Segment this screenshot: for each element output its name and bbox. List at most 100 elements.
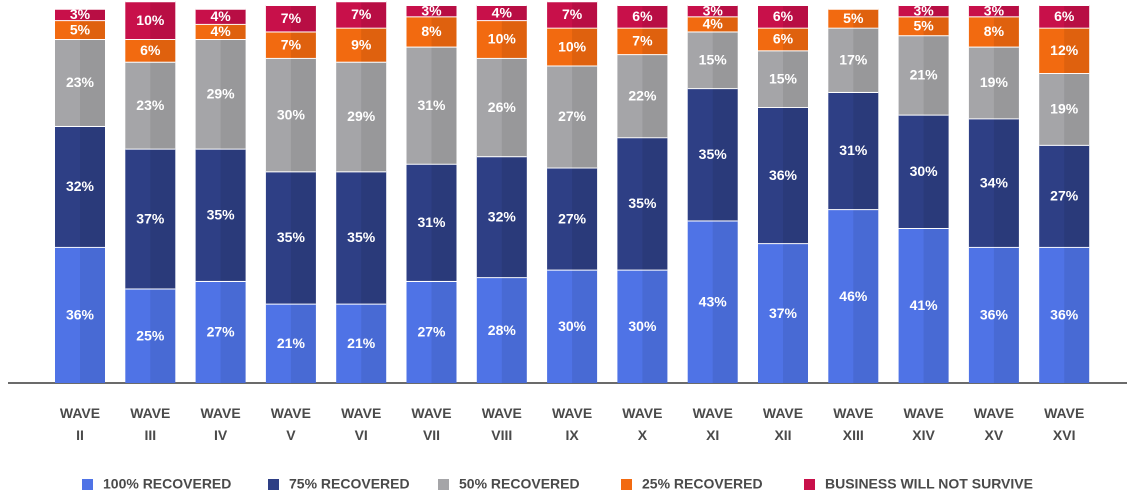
x-tick-label-line: IX [565, 427, 579, 443]
bar-segment [476, 20, 527, 58]
bar-shade [712, 88, 738, 221]
segment-label: 10% [488, 31, 517, 47]
bar-shade [993, 46, 1019, 119]
legend-label: 100% RECOVERED [103, 476, 231, 492]
segment-label: 3% [913, 2, 934, 18]
bar-segment [828, 209, 879, 383]
bar-segment [406, 5, 457, 17]
segment-label: 12% [1050, 42, 1079, 58]
bar-segment [547, 65, 598, 168]
bar-segment [195, 280, 246, 383]
bar-segment [547, 167, 598, 270]
bar-shade [783, 243, 808, 383]
segment-label: 9% [351, 36, 372, 52]
x-tick-label-line: WAVE [60, 405, 100, 421]
bar-segment [476, 277, 527, 383]
segment-label: 31% [417, 214, 446, 230]
x-tick-label: WAVE V [271, 405, 311, 443]
segment-label: 8% [421, 23, 442, 39]
segment-label: 36% [980, 307, 1009, 323]
segment-label: 30% [558, 318, 587, 334]
segment-label: 35% [277, 229, 306, 245]
bar-shade [1064, 5, 1090, 28]
segment-label: 19% [1050, 101, 1079, 117]
x-tick-label: WAVE III [130, 405, 170, 443]
segment-label: 4% [210, 23, 231, 39]
segment-label: 35% [207, 206, 236, 222]
x-tick-label-line: VII [423, 427, 440, 443]
bar-shade [783, 107, 808, 244]
segment-label: 30% [628, 318, 657, 334]
segment-label: 29% [347, 108, 376, 124]
bar-segment [617, 5, 668, 28]
bar-shade [853, 209, 879, 383]
x-tick-label: WAVE VI [341, 405, 381, 443]
segment-label: 15% [699, 52, 728, 68]
bar-shade [853, 91, 879, 210]
bar-segment [265, 31, 316, 58]
legend-swatch [804, 479, 815, 490]
segment-label: 23% [66, 74, 95, 90]
segment-label: 27% [558, 210, 587, 226]
x-tick-label-line: II [76, 427, 84, 443]
x-tick-label: WAVE XI [693, 405, 733, 443]
bar-shade [923, 16, 949, 36]
bar-shade [923, 114, 949, 229]
segment-label: 27% [1050, 188, 1079, 204]
x-tick-label: WAVE XV [974, 405, 1014, 443]
bar-shade [290, 303, 316, 383]
bar-segment [336, 27, 387, 62]
bar-segment [547, 27, 598, 66]
bar-segment [828, 27, 879, 92]
legend-swatch [82, 479, 93, 490]
segment-label: 35% [347, 229, 376, 245]
bar-segment [617, 269, 668, 383]
bar-shade [1064, 144, 1090, 247]
segment-label: 3% [984, 2, 1005, 18]
segment-label: 30% [910, 163, 939, 179]
bar-shade [1064, 27, 1090, 74]
segment-label: 6% [632, 8, 653, 24]
bar-shade [993, 118, 1019, 247]
bar-shade [572, 167, 598, 270]
segment-label: 35% [699, 146, 728, 162]
bar-shade [220, 148, 246, 281]
bar-shade [923, 35, 949, 115]
x-tick-label: WAVE XVI [1044, 405, 1084, 443]
segment-label: 34% [980, 174, 1009, 190]
bar-segment [265, 57, 316, 172]
segment-label: 6% [140, 42, 161, 58]
bar-shade [431, 46, 457, 164]
bar-shade [712, 220, 738, 383]
x-tick-label-line: IV [214, 427, 228, 443]
bar-segment [898, 228, 949, 383]
segment-label: 25% [136, 327, 165, 343]
bar-segment [898, 114, 949, 229]
bar-segment [336, 171, 387, 304]
bar-segment [547, 269, 598, 383]
bar-shade [572, 27, 598, 66]
bar-shade [361, 303, 387, 383]
legend-swatch [438, 479, 449, 490]
bar-shade [361, 61, 387, 172]
x-tick-label: WAVE XIV [903, 405, 943, 443]
segment-label: 8% [984, 23, 1005, 39]
bar-segment [758, 27, 808, 51]
bar-segment [1039, 5, 1090, 28]
bar-shade [572, 269, 598, 383]
segment-label: 7% [632, 33, 653, 49]
bar-segment [617, 27, 668, 55]
bar-segment [265, 171, 316, 304]
bar-segment [476, 57, 527, 157]
bar-shade [783, 5, 808, 28]
bar-shade [712, 5, 738, 17]
segment-label: 41% [910, 297, 939, 313]
segment-label: 27% [207, 324, 236, 340]
bar-shade [150, 39, 176, 62]
bar-segment [687, 220, 738, 383]
segment-label: 7% [281, 10, 302, 26]
segment-label: 7% [281, 36, 302, 52]
bar-segment [336, 1, 387, 28]
x-tick-label-line: WAVE [693, 405, 733, 421]
bar-segment [336, 61, 387, 172]
